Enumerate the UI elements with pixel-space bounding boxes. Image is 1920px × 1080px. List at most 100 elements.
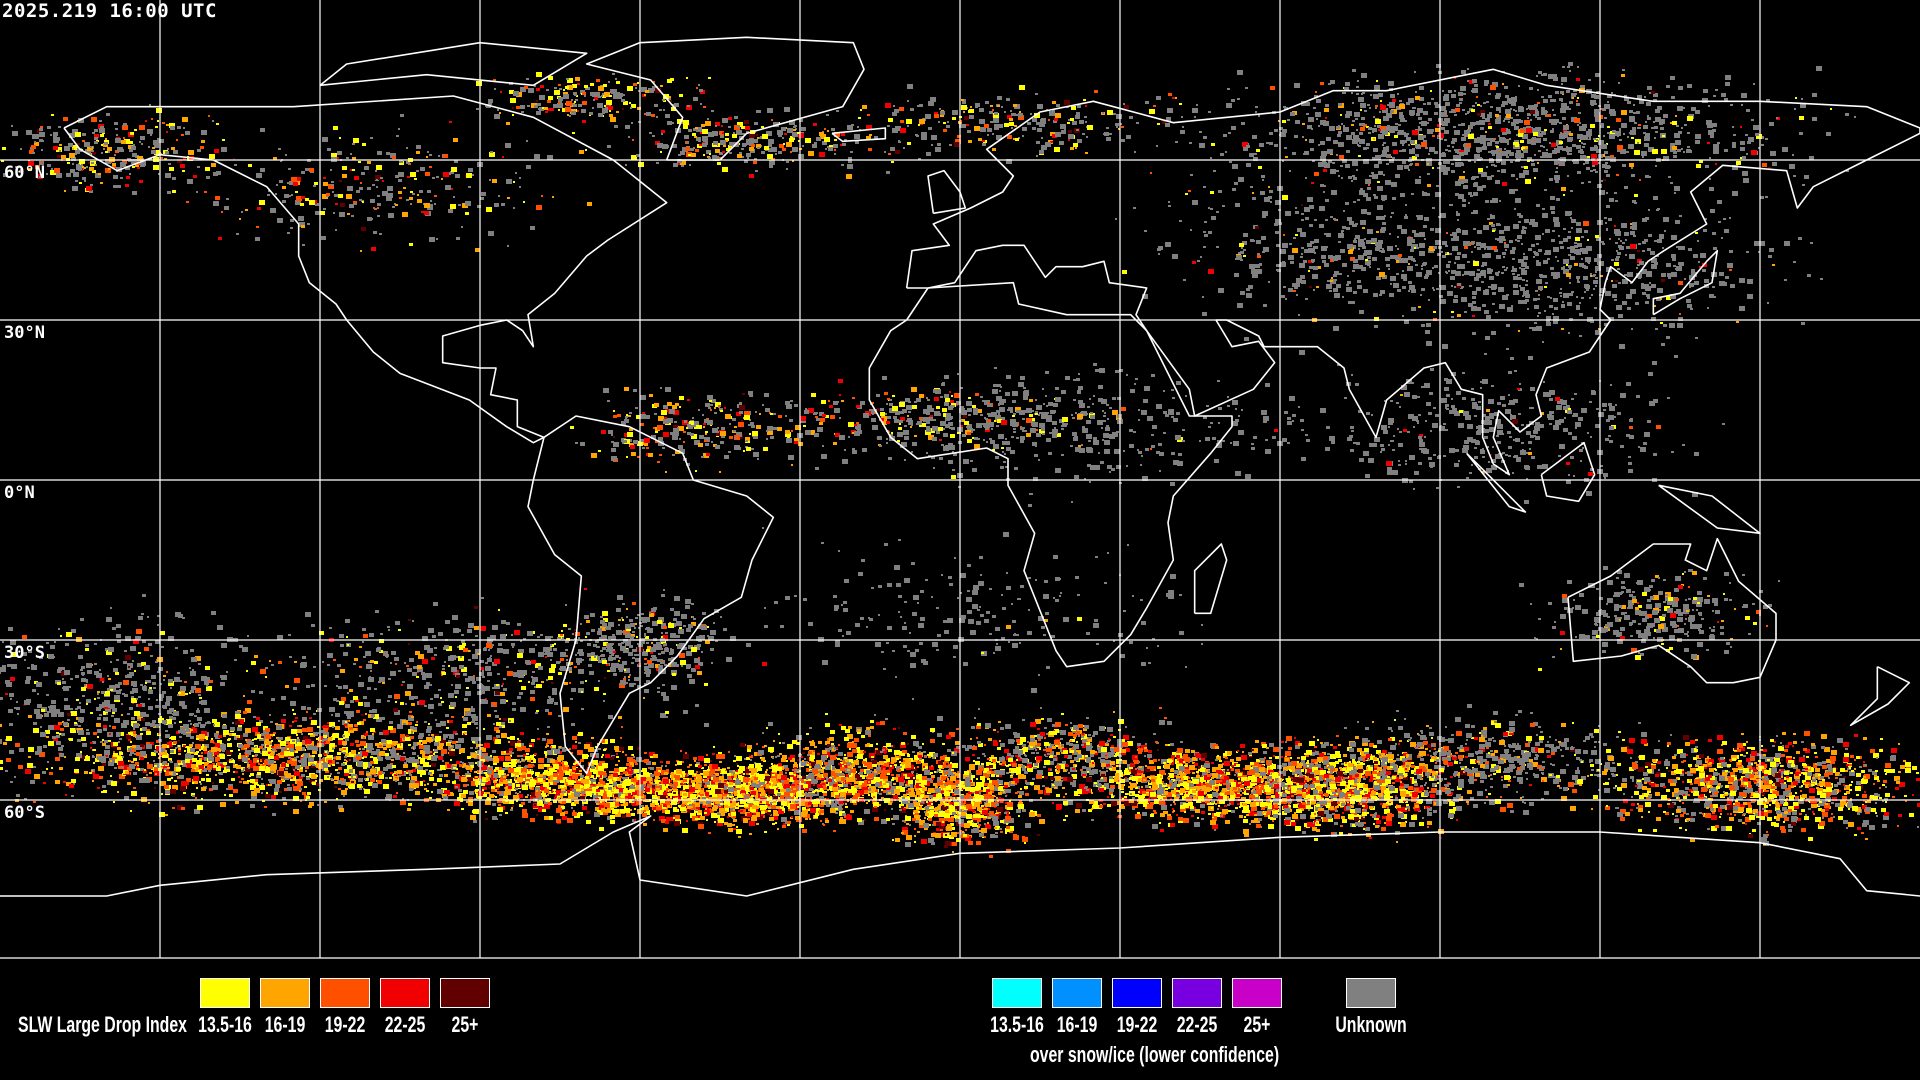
cloud-pixel (235, 771, 238, 773)
cloud-pixel (761, 792, 766, 796)
cloud-pixel (888, 792, 891, 794)
cloud-pixel (501, 792, 503, 794)
cloud-pixel (838, 752, 843, 756)
cloud-pixel (263, 730, 269, 735)
cloud-pixel (811, 779, 817, 784)
cloud-pixel (814, 799, 820, 804)
cloud-pixel (586, 771, 592, 776)
cloud-pixel (424, 705, 427, 707)
cloud-pixel (231, 760, 235, 763)
cloud-pixel (862, 783, 867, 787)
cloud-pixel (301, 758, 307, 763)
cloud-pixel (569, 769, 572, 771)
cloud-pixel (793, 777, 796, 779)
cloud-pixel (930, 772, 933, 774)
cloud-pixel (547, 794, 549, 796)
cloud-pixel (612, 756, 615, 758)
cloud-pixel (466, 763, 469, 765)
cloud-pixel (212, 719, 217, 723)
cloud-pixel (781, 817, 787, 822)
cloud-pixel (428, 723, 430, 725)
cloud-pixel (854, 738, 859, 742)
cloud-pixel (110, 775, 112, 777)
cloud-pixel (480, 747, 486, 752)
cloud-pixel (626, 763, 630, 766)
cloud-pixel (563, 793, 567, 796)
cloud-pixel (641, 784, 645, 787)
cloud-pixel (855, 756, 857, 758)
cloud-pixel (321, 730, 325, 733)
cloud-pixel (734, 774, 739, 778)
cloud-pixel (663, 779, 669, 784)
cloud-pixel (271, 750, 275, 753)
cloud-pixel (173, 741, 177, 744)
cloud-pixel (871, 756, 874, 758)
cloud-pixel (339, 748, 343, 751)
cloud-pixel (801, 812, 807, 817)
cloud-pixel (332, 726, 334, 728)
cloud-pixel (482, 772, 484, 774)
cloud-pixel (619, 804, 622, 806)
cloud-pixel (687, 806, 691, 809)
cloud-pixel (92, 741, 96, 744)
cloud-pixel (59, 733, 61, 735)
cloud-pixel (372, 766, 374, 768)
cloud-pixel (809, 773, 814, 777)
cloud-pixel (750, 800, 753, 802)
cloud-pixel (602, 754, 604, 756)
cloud-pixel (884, 761, 887, 763)
cloud-pixel (424, 784, 426, 786)
cloud-pixel (825, 773, 828, 775)
cloud-pixel (745, 797, 747, 799)
cloud-pixel (802, 809, 808, 814)
cloud-pixel (523, 781, 525, 783)
cloud-pixel (880, 781, 885, 785)
cloud-pixel (170, 761, 173, 763)
cloud-pixel (390, 741, 396, 746)
cloud-pixel (165, 771, 171, 776)
cloud-pixel (766, 803, 770, 806)
cloud-pixel (818, 778, 821, 780)
cloud-pixel (458, 738, 464, 743)
cloud-pixel (332, 764, 335, 766)
cloud-pixel (809, 788, 813, 791)
cloud-pixel (340, 778, 344, 781)
cloud-pixel (819, 781, 822, 783)
cloud-pixel (528, 764, 533, 768)
cloud-pixel (744, 804, 748, 807)
cloud-pixel (560, 796, 563, 798)
cloud-pixel (603, 776, 606, 778)
cloud-pixel (529, 745, 532, 747)
cloud-pixel (700, 801, 704, 804)
cloud-pixel (285, 773, 291, 778)
cloud-pixel (248, 767, 250, 769)
cloud-pixel (467, 777, 473, 782)
cloud-pixel (204, 736, 208, 739)
cloud-pixel (130, 741, 132, 743)
cloud-pixel (727, 767, 730, 769)
cloud-pixel (624, 780, 629, 784)
cloud-pixel (876, 767, 881, 771)
cloud-pixel (443, 796, 448, 800)
cloud-pixel (196, 738, 199, 740)
cloud-pixel (497, 799, 502, 803)
cloud-pixel (357, 762, 363, 767)
cloud-pixel (854, 760, 859, 764)
cloud-pixel (546, 733, 549, 735)
cloud-pixel (787, 744, 793, 749)
cloud-pixel (544, 816, 549, 820)
cloud-pixel (697, 774, 701, 777)
cloud-pixel (276, 725, 282, 730)
cloud-pixel (795, 774, 798, 776)
cloud-pixel (537, 801, 543, 806)
cloud-pixel (199, 758, 202, 760)
cloud-pixel (705, 792, 710, 796)
cloud-pixel (124, 796, 129, 800)
cloud-pixel (764, 810, 768, 813)
cloud-pixel (284, 751, 290, 756)
cloud-pixel (543, 797, 545, 799)
cloud-pixel (743, 777, 749, 782)
cloud-pixel (769, 767, 772, 769)
cloud-pixel (474, 771, 476, 773)
cloud-pixel (792, 740, 797, 744)
